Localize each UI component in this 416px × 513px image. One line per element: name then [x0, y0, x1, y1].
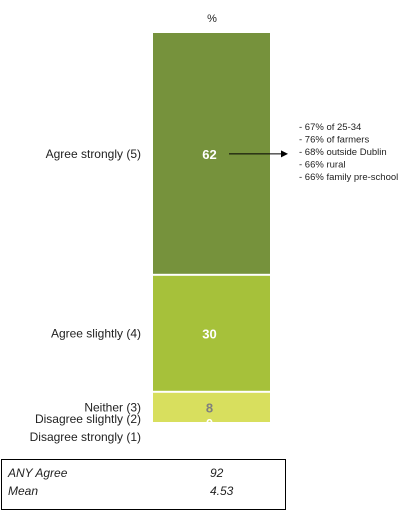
summary-table: ANY Agree 92 Mean 4.53: [1, 459, 286, 510]
annotation: - 67% of 25-34- 76% of farmers - 68% outs…: [229, 122, 398, 183]
data-label: 8: [206, 400, 213, 415]
annotation-line: - 66% family pre-school: [299, 172, 398, 183]
bar-segment: [153, 275, 270, 391]
category-label: Agree slightly (4): [51, 326, 141, 340]
category-label: Neither (3): [84, 400, 141, 414]
category-label: Disagree strongly (1): [30, 430, 141, 444]
data-label: 30: [202, 326, 216, 341]
summary-label: Mean: [8, 484, 39, 498]
category-label: Agree strongly (5): [46, 147, 141, 161]
summary-row-mean: Mean 4.53: [8, 484, 283, 502]
stacked-bar-chart: % 62 30 80 Agree strongly (5) Agree slightl…: [30, 13, 399, 444]
unit-label: %: [207, 13, 217, 25]
arrow-head-icon: [281, 150, 288, 158]
summary-value: 4.53: [210, 484, 234, 498]
annotation-line: - 67% of 25-34: [299, 122, 361, 133]
annotation-line: - 76% of farmers: [299, 134, 369, 145]
bar-group: 62 30 80: [153, 33, 270, 431]
annotation-line: - 66% rural: [299, 159, 345, 170]
summary-value: 92: [210, 466, 224, 480]
data-label: 62: [202, 147, 216, 162]
data-label: 0: [206, 416, 213, 431]
summary-label: ANY Agree: [8, 466, 68, 480]
category-label: Disagree slightly (2): [35, 412, 141, 426]
bar-segment: [153, 392, 270, 422]
annotation-line: - 68% outside Dublin: [299, 147, 387, 158]
category-labels: Agree strongly (5) Agree slightly (4) Neit…: [30, 147, 141, 444]
summary-row-any-agree: ANY Agree 92: [8, 466, 283, 484]
